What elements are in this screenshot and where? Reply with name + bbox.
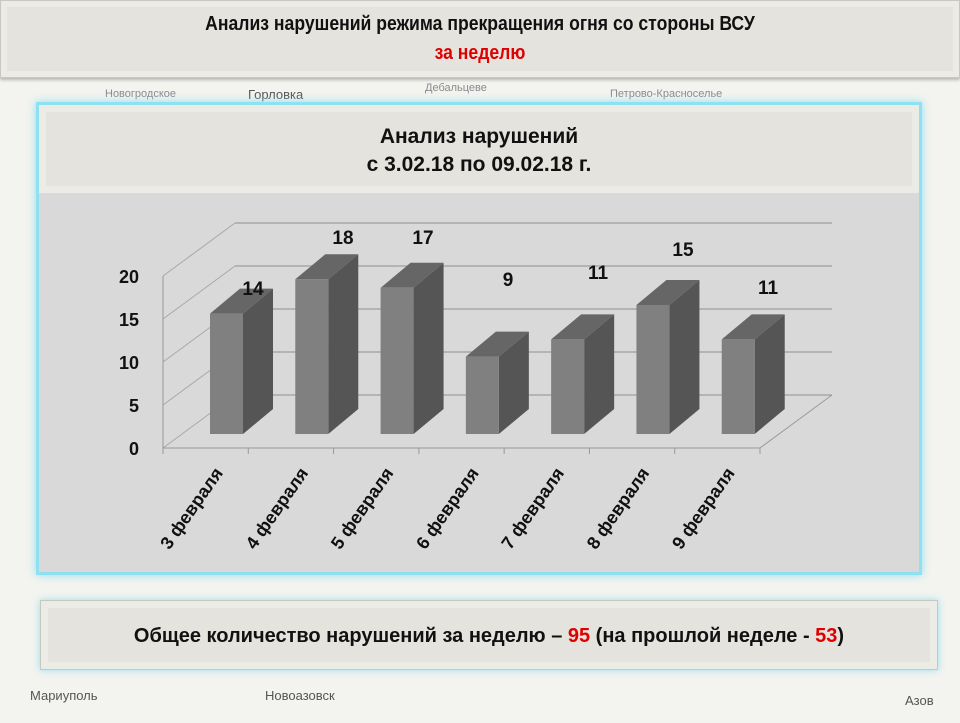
bar-top bbox=[721, 314, 785, 340]
summary-middle: (на прошлой неделе - bbox=[590, 625, 816, 647]
data-label: 15 bbox=[672, 240, 694, 261]
map-label: Новоазовск bbox=[265, 688, 335, 703]
data-label: 9 bbox=[503, 270, 514, 291]
x-tick-label: 6 февраля bbox=[412, 464, 483, 553]
summary-banner: Общее количество нарушений за неделю – 9… bbox=[40, 600, 938, 670]
y-tick-label: 15 bbox=[119, 310, 139, 330]
page-title: Анализ нарушений режима прекращения огня… bbox=[205, 13, 755, 35]
y-tick-label: 0 bbox=[129, 439, 139, 459]
bar-top bbox=[551, 314, 615, 340]
data-label: 11 bbox=[758, 278, 779, 299]
x-tick-label: 7 февраля bbox=[497, 464, 568, 553]
bar-top bbox=[380, 262, 444, 288]
bar bbox=[295, 279, 329, 434]
map-label: Азов bbox=[905, 693, 934, 708]
y-tick-label: 10 bbox=[119, 353, 139, 373]
bar-side bbox=[669, 280, 700, 434]
chart-header: Анализ нарушений с 3.02.18 по 09.02.18 г… bbox=[39, 105, 919, 193]
bar-side bbox=[498, 331, 529, 434]
bar-side bbox=[754, 314, 785, 434]
chart-period: с 3.02.18 по 09.02.18 г. bbox=[366, 153, 592, 176]
bar-side bbox=[328, 254, 359, 434]
summary-prev: 53 bbox=[815, 625, 838, 647]
data-label: 11 bbox=[588, 263, 609, 284]
page-subtitle: за неделю bbox=[434, 42, 526, 64]
side-gridline bbox=[162, 222, 236, 277]
x-tick-label: 8 февраля bbox=[583, 464, 654, 553]
x-tick-label: 9 февраля bbox=[668, 464, 739, 553]
bar bbox=[210, 313, 243, 434]
summary-suffix: ) bbox=[837, 625, 845, 647]
map-label: Петрово-Красноселье bbox=[610, 88, 723, 100]
title-banner: Анализ нарушений режима прекращения огня… bbox=[0, 0, 960, 78]
map-label: Горловка bbox=[248, 87, 304, 102]
bar bbox=[636, 305, 670, 434]
bar-side bbox=[584, 314, 615, 434]
x-tick-label: 5 февраля bbox=[327, 464, 398, 553]
floor-right-edge bbox=[759, 394, 833, 449]
map-label: Новогродское bbox=[105, 88, 176, 100]
bar-top bbox=[295, 254, 359, 280]
summary-total: 95 bbox=[567, 625, 591, 647]
bar bbox=[551, 339, 585, 434]
y-tick-label: 20 bbox=[119, 267, 139, 287]
x-tick-label: 3 февраля bbox=[156, 464, 227, 553]
bar bbox=[380, 287, 414, 434]
chart-panel: Анализ нарушений с 3.02.18 по 09.02.18 г… bbox=[36, 102, 922, 575]
bar-chart: 0 5 10 15 20 14 18 17 9 11 15 11 3 февраля 4 февраля 5… bbox=[119, 222, 833, 553]
bar-side bbox=[243, 288, 273, 434]
bar-side bbox=[413, 262, 444, 434]
bar bbox=[721, 339, 755, 434]
y-tick-label: 5 bbox=[129, 396, 139, 416]
data-label: 18 bbox=[332, 228, 353, 249]
chart-title: Анализ нарушений bbox=[379, 125, 579, 148]
bar-top bbox=[636, 280, 700, 305]
bar-top bbox=[465, 331, 529, 357]
bar bbox=[465, 356, 499, 434]
data-label: 17 bbox=[412, 228, 433, 249]
map-label: Дебальцеве bbox=[425, 82, 487, 94]
x-tick-label: 4 февраля bbox=[242, 464, 313, 553]
chart-area: 0 5 10 15 20 14 18 17 9 11 15 11 3 февраля 4 февраля 5… bbox=[39, 193, 919, 572]
bar-top bbox=[210, 288, 273, 314]
side-gridline bbox=[162, 265, 236, 320]
data-label: 14 bbox=[242, 279, 264, 300]
map-label: Мариуполь bbox=[30, 688, 98, 703]
summary-prefix: Общее количество нарушений за неделю – bbox=[133, 625, 568, 647]
